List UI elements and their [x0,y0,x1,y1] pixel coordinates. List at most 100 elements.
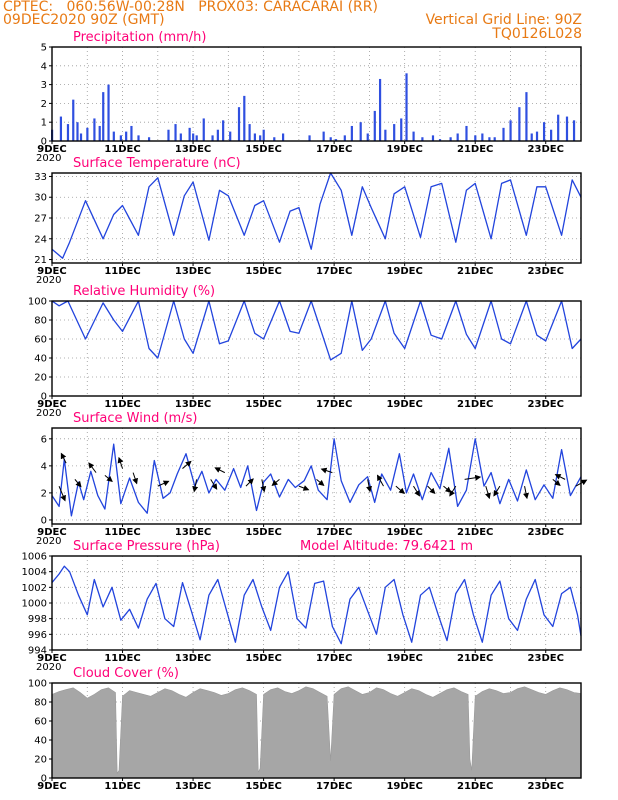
temperature-ytick-label: 27 [34,214,47,225]
precip-bar [72,99,75,141]
precipitation-xtick-label: 13DEC [175,144,211,155]
pressure-ytick-label: 996 [28,630,47,641]
pressure-panel: 994 996 998 1000 1002 1004 1006 Surface Pressur… [22,539,582,673]
wind-vector [271,478,280,487]
precip-bar [481,133,484,141]
cloud-cover-ytick-label: 0 [41,774,47,785]
precipitation-ytick-label: 5 [41,43,47,54]
wind-vector [464,474,482,481]
precip-bar [535,131,539,141]
pressure-xtick-label: 11DEC [104,653,140,664]
precip-bar [384,129,387,141]
cloud-cover-ytick-label: 20 [34,755,47,766]
temperature-xtick-label: 13DEC [175,266,211,277]
cloud-cover-frame [51,682,582,779]
temperature-panel: 21 24 27 30 33 Surface Temperature (nC) 9DEC 11… [34,156,582,286]
precip-bar [195,135,198,141]
precip-bar [273,137,276,141]
precip-bar [329,137,332,141]
humidity-xtick-label: 13DEC [175,399,211,410]
wind-xtick-label: 15DEC [245,527,281,538]
wind-vector [395,485,406,494]
precip-bar [202,118,205,141]
precip-bar [147,137,151,141]
precip-bar [438,139,442,141]
precip-bar [76,122,79,141]
humidity-year-label: 2020 [36,408,61,419]
wind-vector [316,478,325,487]
wind-frame [51,427,582,525]
wind-vector [210,479,218,490]
precipitation-ytick-label: 4 [41,61,47,72]
precip-bar [502,127,505,141]
precip-bar [174,124,177,141]
wind-xtick-label: 19DEC [386,527,422,538]
precip-bar [119,135,122,141]
humidity-ytick-label: 40 [34,354,47,365]
precipitation-xtick-label: 17DEC [316,144,352,155]
wind-vector [320,467,333,474]
pressure-xtick-label: 19DEC [386,653,422,664]
cloud-cover-ytick-label: 100 [28,679,47,690]
precip-bar [431,135,435,141]
temperature-ytick-label: 33 [34,172,47,183]
precipitation-xtick-label: 15DEC [245,144,281,155]
humidity-xtick-label: 23DEC [528,399,564,410]
precip-bar [237,107,241,141]
temperature-xtick-label: 9DEC [37,266,66,277]
precip-bar [253,133,256,141]
wind-vector [157,480,170,487]
precip-bar [449,137,452,141]
temperature-ytick-label: 24 [34,234,47,245]
pressure-ytick-label: 1002 [22,583,47,594]
wind-vector [554,474,566,480]
wind-vector [449,485,457,497]
precip-bar [137,135,140,141]
wind-vector [443,485,452,493]
pressure-year-label: 2020 [36,662,61,673]
precip-bar [509,120,512,141]
temperature-xtick-label: 19DEC [386,266,422,277]
humidity-panel: 0 20 40 60 80 100 Relative Humidity (%) 9DEC 11D… [28,284,582,419]
wind-vector [74,479,82,488]
precip-bar [378,78,382,141]
temperature-year-label: 2020 [36,275,61,286]
wind-xtick-label: 23DEC [528,527,564,538]
pressure-frame [51,555,582,651]
cloud-cover-xtick-label: 23DEC [528,781,564,792]
pressure-title: Surface Pressure (hPa) [73,539,220,554]
precipitation-ytick-label: 3 [41,80,47,91]
header-date: 09DEC2020 90Z (GMT) [3,12,165,28]
cloud-cover-xtick-label: 9DEC [37,781,66,792]
precip-bar [179,133,182,141]
wind-ytick-label: 0 [41,515,47,526]
pressure-xtick-label: 9DEC [37,653,66,664]
wind-vector [485,485,491,500]
precip-bar [412,131,415,141]
precip-bar [400,118,403,141]
wind-ytick-label: 4 [41,461,47,472]
precip-bar [66,124,70,141]
wind-xtick-label: 21DEC [457,527,493,538]
precip-bar [350,125,353,141]
wind-line [51,438,582,517]
wind-vector [493,485,501,497]
precip-bar [216,129,219,141]
humidity-xtick-label: 21DEC [457,399,493,410]
wind-ytick-label: 6 [41,434,47,445]
wind-ytick-label: 2 [41,488,47,499]
precip-bar [557,114,560,141]
precip-bar [565,116,569,141]
wind-year-label: 2020 [36,536,61,547]
precip-bar [373,110,376,141]
precipitation-year-label: 2020 [36,153,61,164]
precip-bar [530,133,533,141]
humidity-title: Relative Humidity (%) [73,284,215,299]
precipitation-xtick-label: 23DEC [528,144,564,155]
temperature-xtick-label: 17DEC [316,266,352,277]
pressure-xtick-label: 21DEC [457,653,493,664]
precip-bar [188,127,191,141]
cloud-cover-area [51,686,582,779]
pressure-ytick-label: 994 [28,646,47,657]
